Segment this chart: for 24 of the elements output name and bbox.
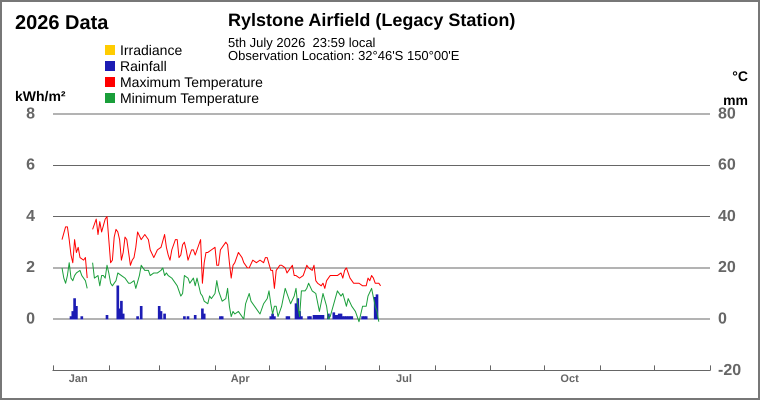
y2-tick-label: 20 [718, 259, 736, 276]
y2-tick-label: 0 [718, 310, 727, 328]
y2-tick-label: -20 [718, 362, 742, 379]
legend-label: Minimum Temperature [120, 90, 260, 106]
chart-title: Rylstone Airfield (Legacy Station) [228, 10, 516, 31]
y-tick-label: 2 [26, 259, 36, 276]
y-axis-title: kWh/m² [15, 88, 66, 104]
y2-axis-title: °C mm [723, 67, 748, 108]
legend-label: Irradiance [120, 42, 182, 58]
y-tick-label: 0 [26, 310, 36, 328]
x-tick-label: Jul [396, 373, 412, 386]
y-tick-label: 4 [26, 208, 36, 225]
chart-subtitle: 5th July 2026 23:59 local Observation Location: 32°46'S 150°00'E [228, 35, 460, 63]
y-tick-label: 6 [26, 156, 36, 174]
y2-tick-label: 60 [718, 156, 736, 174]
legend-label: Maximum Temperature [120, 74, 263, 90]
y-tick-label: 8 [26, 105, 36, 122]
y2-tick-label: 80 [718, 105, 736, 122]
x-tick-label: Apr [230, 373, 250, 386]
x-tick-label: Oct [560, 373, 580, 386]
text: 2026 Data [15, 12, 108, 35]
legend-label: Rainfall [120, 58, 167, 74]
y2-tick-label: 40 [718, 208, 736, 225]
x-tick-label: Jan [68, 373, 88, 386]
